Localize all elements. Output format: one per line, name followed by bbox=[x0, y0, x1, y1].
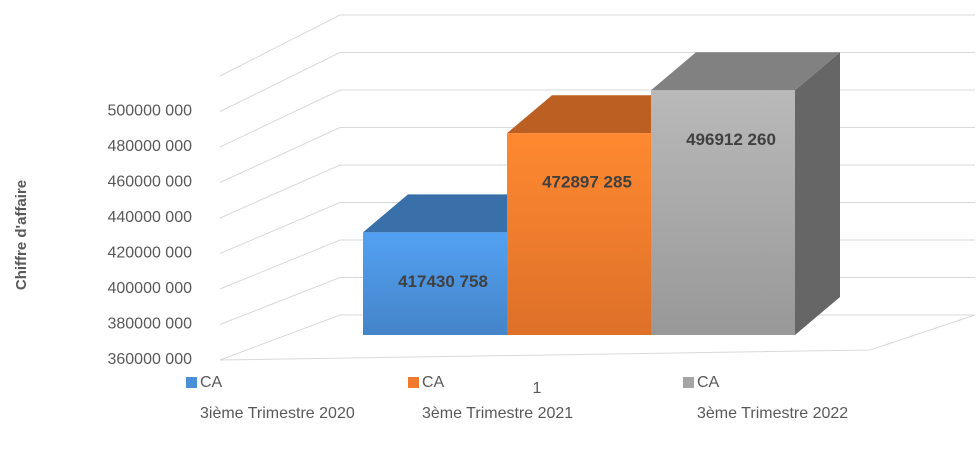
grid-line bbox=[219, 14, 975, 77]
legend-swatch bbox=[683, 377, 694, 388]
y-tick-label: 380000 000 bbox=[107, 316, 192, 333]
legend-name: CA bbox=[422, 374, 445, 391]
bar bbox=[651, 90, 795, 335]
y-tick-label: 420000 000 bbox=[107, 245, 192, 262]
y-tick-label: 500000 000 bbox=[107, 103, 192, 120]
legend-name: CA bbox=[200, 374, 223, 391]
legend-swatch bbox=[408, 377, 419, 388]
y-tick-label: 440000 000 bbox=[107, 209, 192, 226]
x-tick-label: 1 bbox=[533, 380, 542, 397]
y-tick-label: 400000 000 bbox=[107, 280, 192, 297]
bar-side bbox=[795, 52, 840, 335]
legend-name: CA bbox=[697, 374, 720, 391]
y-tick-label: 360000 000 bbox=[107, 351, 192, 368]
bar bbox=[507, 133, 651, 335]
bar bbox=[363, 232, 507, 335]
data-label: 496912 260 bbox=[686, 130, 776, 149]
bar-top bbox=[651, 52, 840, 91]
y-axis-label: Chiffre d'affaire bbox=[13, 180, 30, 290]
data-label: 472897 285 bbox=[542, 173, 632, 192]
data-label: 417430 758 bbox=[398, 272, 488, 291]
legend-label: 3ème Trimestre 2021 bbox=[422, 405, 573, 422]
y-tick-label: 460000 000 bbox=[107, 174, 192, 191]
floor bbox=[219, 314, 976, 361]
legend-label: 3ème Trimestre 2022 bbox=[697, 405, 848, 422]
legend-label: 3ième Trimestre 2020 bbox=[200, 405, 355, 422]
y-tick-label: 480000 000 bbox=[107, 138, 192, 155]
bar-top bbox=[363, 194, 552, 233]
legend-swatch bbox=[186, 377, 197, 388]
bar-top bbox=[507, 95, 696, 134]
